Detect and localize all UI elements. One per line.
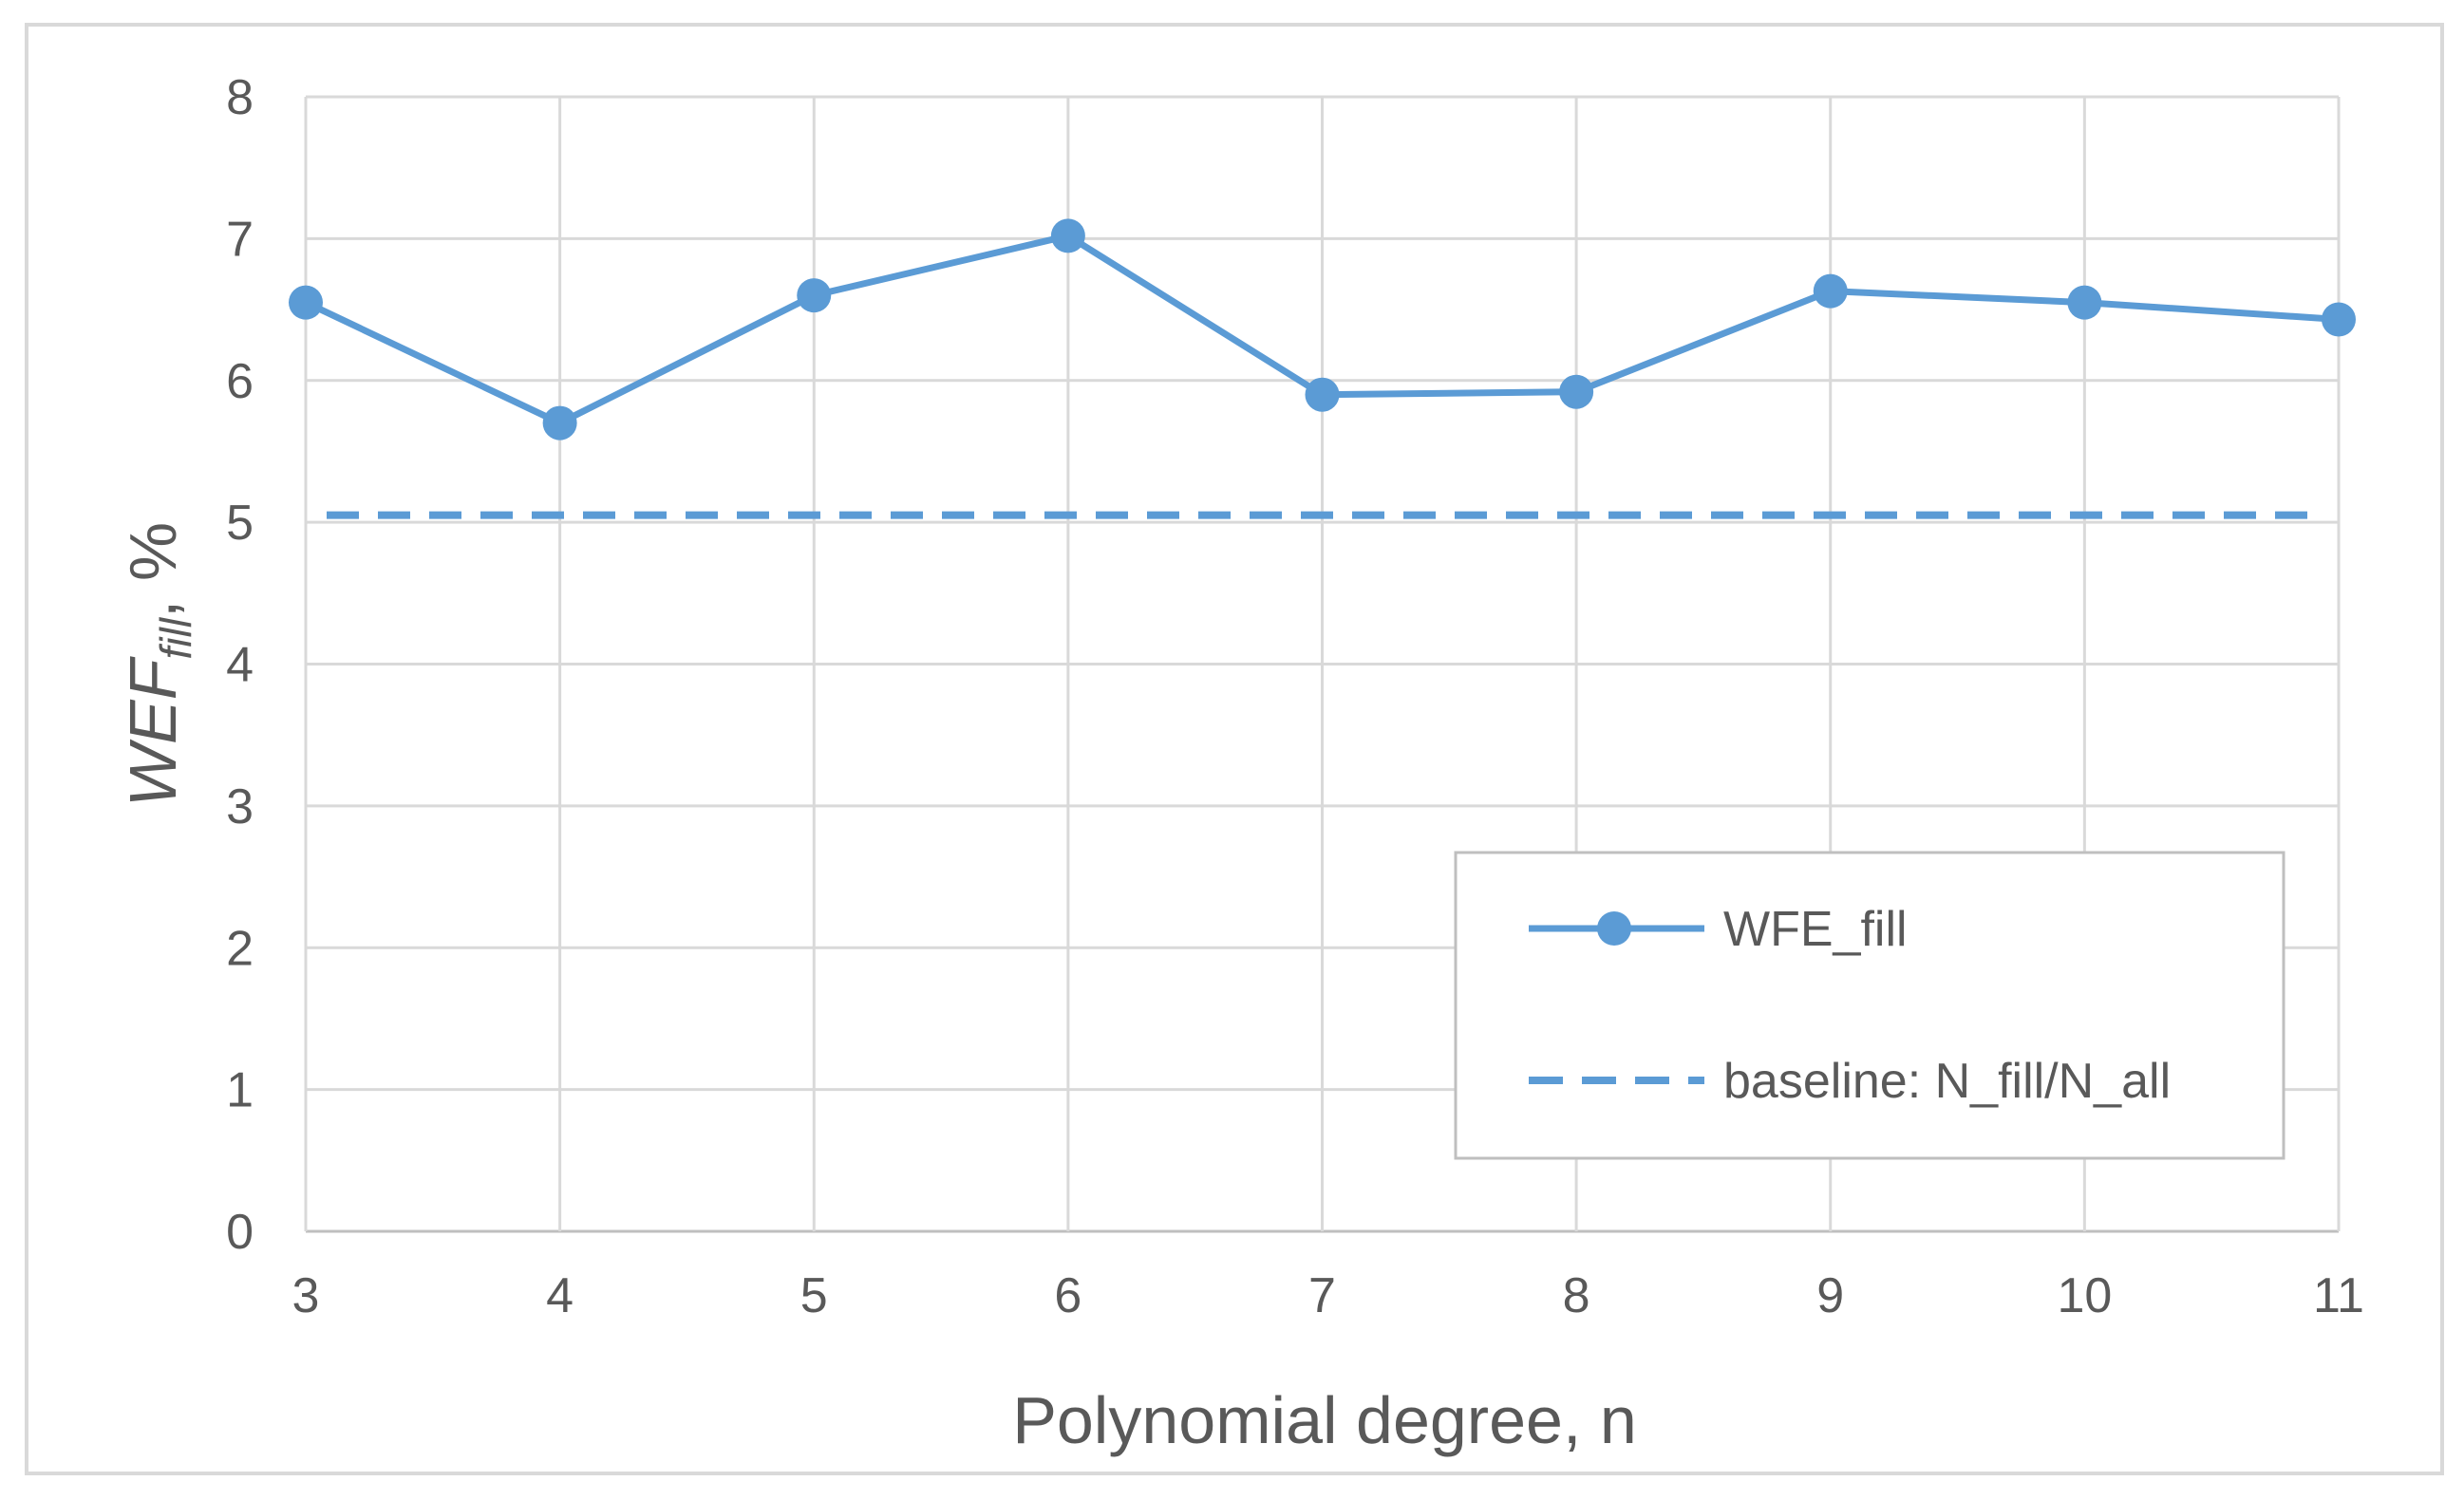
y-axis-title: WEFfill, % — [116, 522, 200, 807]
x-tick-label: 6 — [1054, 1268, 1082, 1323]
data-point-wfe-fill — [542, 405, 577, 441]
data-point-wfe-fill — [289, 285, 323, 320]
y-tick-label: 5 — [226, 496, 254, 551]
x-tick-label: 4 — [546, 1268, 574, 1323]
y-tick-label: 6 — [226, 354, 254, 409]
x-axis-title: Polynomial degree, n — [1012, 1383, 1637, 1457]
x-tick-label: 3 — [292, 1268, 320, 1323]
data-point-wfe-fill — [1305, 377, 1340, 412]
y-tick-label: 4 — [226, 638, 254, 693]
x-tick-label: 5 — [800, 1268, 828, 1323]
legend-marker-wfe-fill — [1597, 911, 1631, 946]
y-tick-label: 0 — [226, 1205, 254, 1260]
legend-label-baseline: baseline: N_fill/N_all — [1723, 1054, 2171, 1109]
x-tick-label: 9 — [1816, 1268, 1844, 1323]
series — [289, 218, 2356, 519]
x-tick-label: 7 — [1308, 1268, 1336, 1323]
legend-box — [1454, 851, 2285, 1160]
data-point-wfe-fill — [2322, 302, 2356, 337]
y-tick-label: 2 — [226, 921, 254, 976]
y-tick-label: 1 — [226, 1063, 254, 1118]
legend-label-wfe-fill: WFE_fill — [1723, 902, 1908, 957]
data-point-wfe-fill — [2067, 285, 2102, 320]
y-axis-title-subscript: fill — [151, 616, 200, 659]
y-axis-title-suffix: , % — [116, 522, 190, 618]
y-tick-label: 3 — [226, 779, 254, 834]
data-point-wfe-fill — [1559, 374, 1594, 409]
x-tick-labels: 3 4 5 6 7 8 9 10 11 — [292, 1268, 2364, 1323]
legend: WFE_fill baseline: N_fill/N_all — [1454, 851, 2285, 1160]
chart-frame — [25, 23, 2444, 1475]
x-tick-label: 10 — [2057, 1268, 2112, 1323]
y-tick-labels: 0 1 2 3 4 5 6 7 8 — [226, 70, 254, 1260]
x-tick-label: 8 — [1563, 1268, 1590, 1323]
data-point-wfe-fill — [1813, 273, 1848, 309]
y-tick-label: 7 — [226, 212, 254, 267]
data-point-wfe-fill — [1050, 218, 1085, 253]
x-tick-label: 11 — [2313, 1268, 2364, 1323]
y-axis-title-main: WEF — [116, 655, 190, 807]
data-point-wfe-fill — [797, 278, 832, 313]
y-tick-label: 8 — [226, 70, 254, 125]
